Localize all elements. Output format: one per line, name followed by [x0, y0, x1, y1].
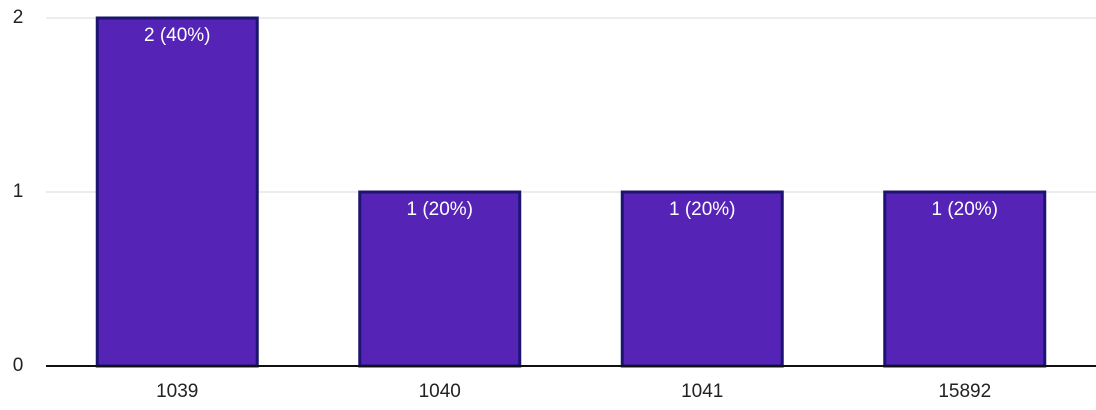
x-tick-label: 1041 [681, 381, 723, 402]
data-label: 1 (20%) [406, 199, 473, 220]
data-label: 1 (20%) [931, 199, 998, 220]
x-tick-label: 1040 [419, 381, 461, 402]
data-label: 1 (20%) [669, 199, 736, 220]
bar [620, 190, 784, 368]
data-label: 2 (40%) [144, 25, 211, 46]
bar [358, 190, 522, 368]
y-tick-label: 0 [13, 355, 24, 376]
y-tick-label: 1 [13, 181, 24, 202]
bar [95, 16, 259, 368]
bar [883, 190, 1047, 368]
x-tick-label: 15892 [938, 381, 991, 402]
x-tick-label: 1039 [156, 381, 198, 402]
y-tick-label: 2 [13, 7, 24, 28]
